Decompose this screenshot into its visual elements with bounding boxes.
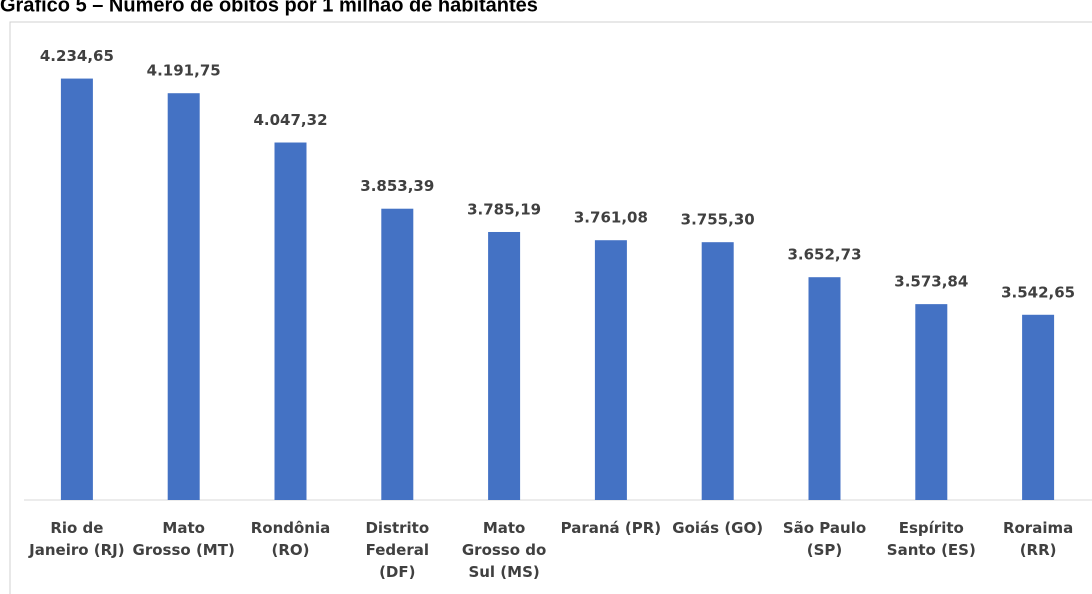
- bar: [701, 242, 734, 501]
- x-tick-label: Rondônia (RO): [250, 519, 331, 559]
- data-label: 3.652,73: [787, 246, 861, 264]
- bar: [274, 142, 307, 500]
- bar: [808, 277, 841, 500]
- x-tick-label: Mato Grosso do Sul (MS): [461, 519, 547, 581]
- x-tick-label: São Paulo (SP): [782, 519, 867, 559]
- data-label: 3.755,30: [681, 211, 755, 229]
- data-label: 4.047,32: [253, 111, 327, 129]
- bar: [1022, 314, 1055, 500]
- data-label: 4.191,75: [147, 62, 221, 80]
- chart-title: Gráfico 5 – Número de óbitos por 1 milhã…: [0, 0, 538, 16]
- bar: [594, 240, 627, 501]
- x-tick-label: Rio de Janeiro (RJ): [29, 519, 125, 559]
- x-tick-label: Distrito Federal (DF): [365, 519, 430, 581]
- bar: [167, 93, 200, 500]
- x-tick-label: Goiás (GO): [672, 519, 764, 537]
- x-tick-label: Mato Grosso (MT): [132, 519, 235, 559]
- bar: [60, 78, 93, 500]
- x-tick-label: Paraná (PR): [560, 519, 662, 537]
- data-label: 3.542,65: [1001, 283, 1075, 301]
- bar: [381, 208, 414, 501]
- x-tick-label: Roraima (RR): [1002, 519, 1074, 559]
- chart-frame: [9, 21, 1092, 594]
- data-label: 3.573,84: [894, 273, 968, 291]
- x-tick-label: Espírito Santo (ES): [886, 519, 976, 559]
- data-label: 3.853,39: [360, 177, 434, 195]
- data-label: 3.761,08: [574, 209, 648, 227]
- data-label: 4.234,65: [40, 47, 114, 65]
- bar: [915, 304, 948, 500]
- data-label: 3.785,19: [467, 200, 541, 218]
- bar: [488, 231, 521, 501]
